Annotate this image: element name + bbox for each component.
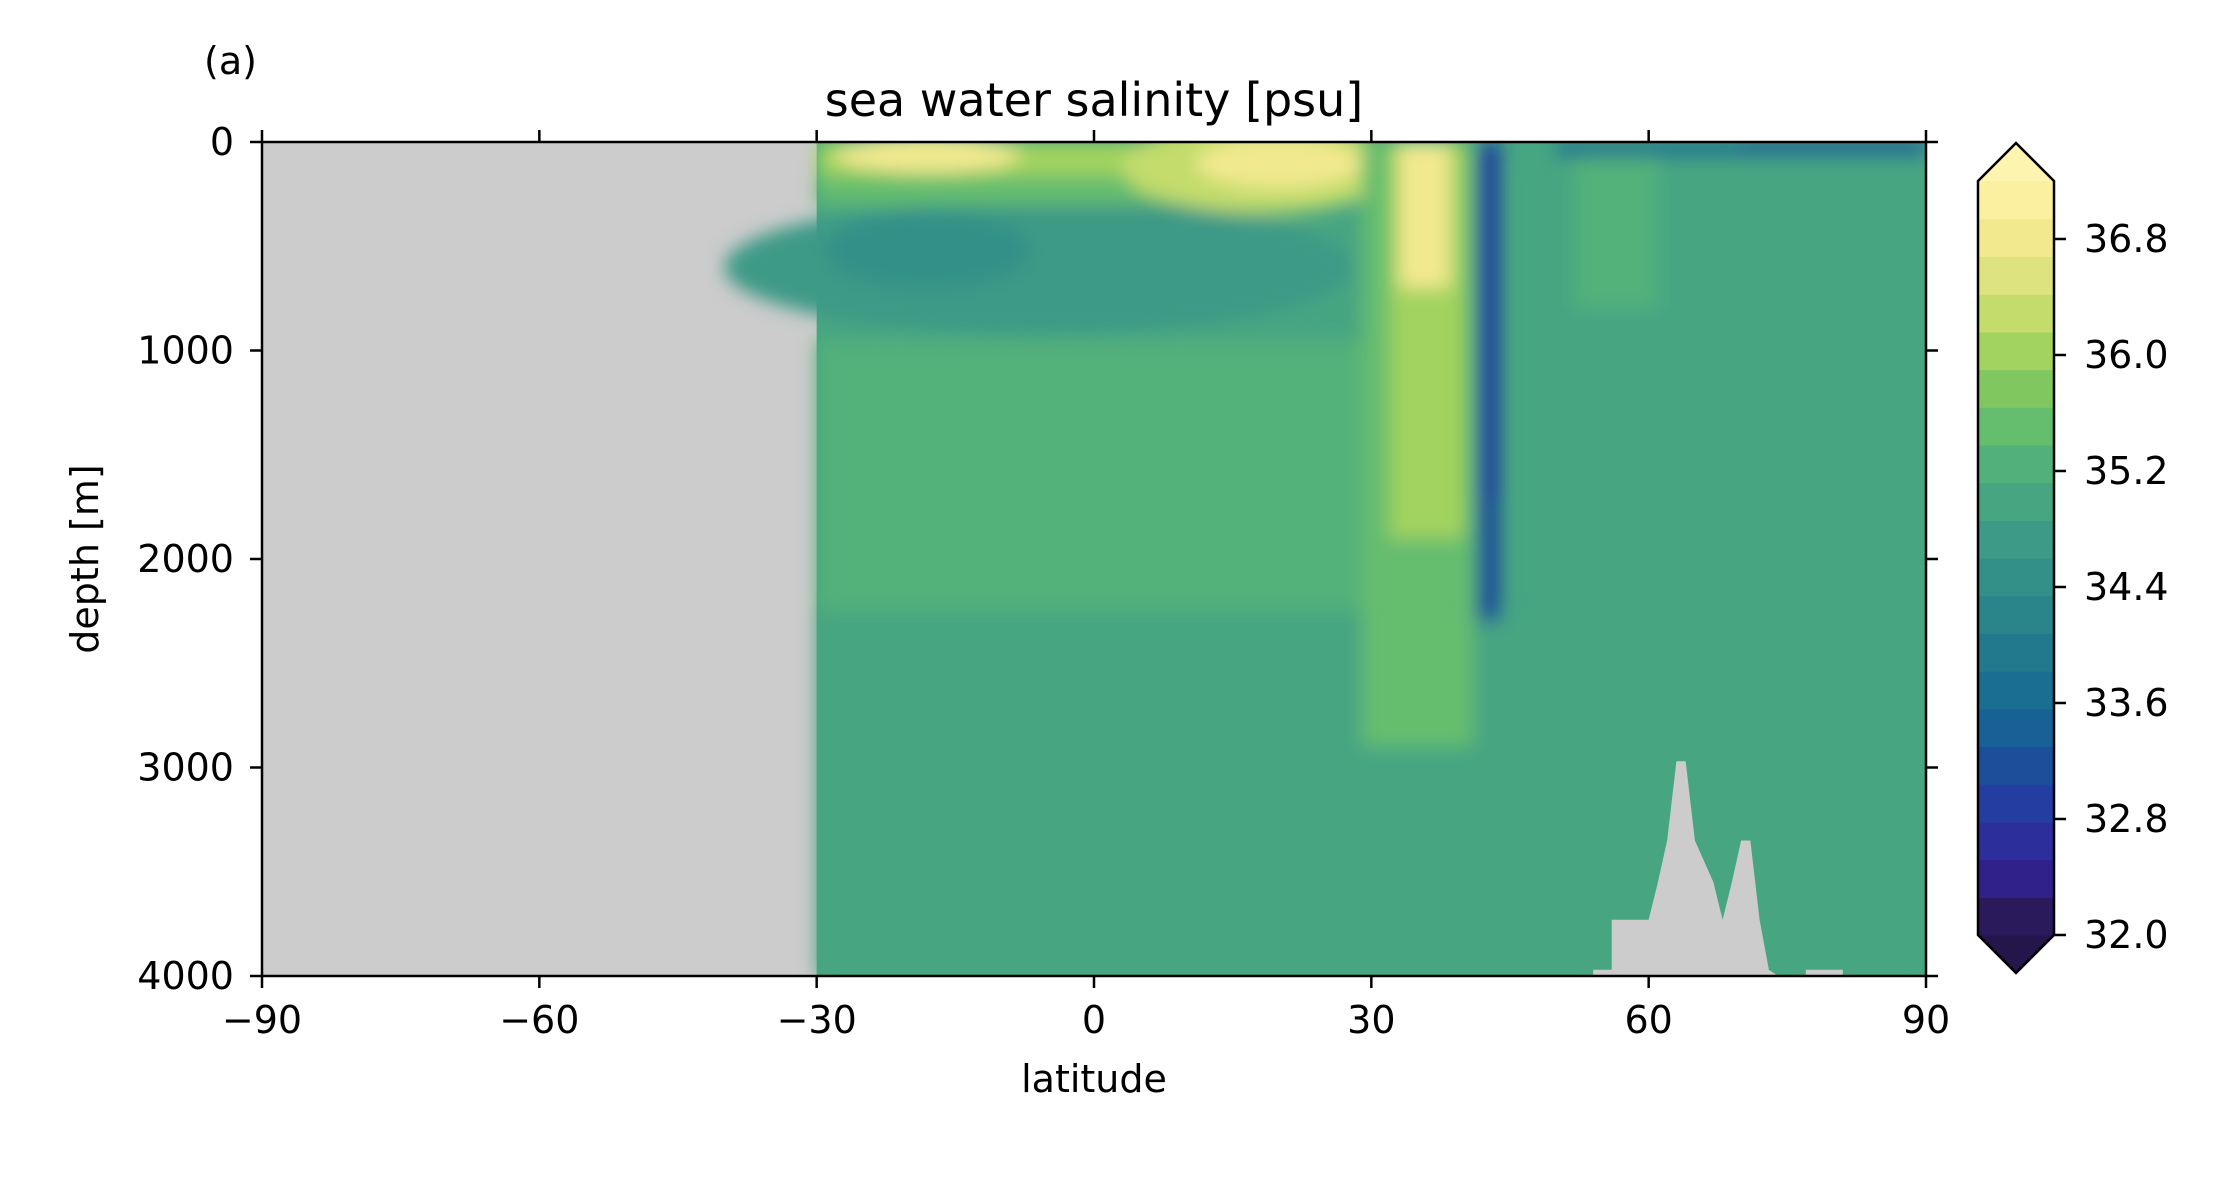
south-subtropical-max <box>835 142 1021 174</box>
colorbar-segment <box>1978 671 2054 710</box>
x-tick-label: 0 <box>1082 998 1106 1042</box>
colorbar-segment <box>1978 218 2054 257</box>
plot-area <box>262 142 1926 976</box>
y-axis: 0 1000 2000 3000 4000 <box>137 120 1938 998</box>
colorbar-segment <box>1978 784 2054 823</box>
colorbar-tick-label: 32.8 <box>2084 797 2169 841</box>
colorbar-segment <box>1978 407 2054 446</box>
colorbar-segment <box>1978 444 2054 484</box>
colorbar-tick-label: 36.8 <box>2084 217 2169 261</box>
colorbar-segment <box>1978 821 2054 861</box>
colorbar-segment <box>1978 708 2054 748</box>
y-tick-label: 3000 <box>137 746 234 790</box>
x-tick-label: −60 <box>499 998 579 1042</box>
x-axis-label: latitude <box>1021 1057 1167 1101</box>
y-tick-label: 4000 <box>137 954 234 998</box>
intermediate-water-band <box>816 340 1372 612</box>
colorbar-segment <box>1978 633 2054 672</box>
fresh-intermediate-pool <box>724 200 1353 334</box>
colorbar-segment <box>1978 859 2054 898</box>
subpolar-salty-patch <box>1574 152 1658 309</box>
bottom-topography <box>1593 761 1843 976</box>
colorbar-tick-label: 34.4 <box>2084 565 2169 609</box>
colorbar-tick-label: 35.2 <box>2084 449 2169 493</box>
x-axis: −90 −60 −30 0 30 60 90 <box>222 130 1950 1042</box>
colorbar-segment <box>1978 558 2054 597</box>
fresh-water-core <box>1482 142 1497 497</box>
x-tick-label: −30 <box>777 998 857 1042</box>
x-tick-label: −90 <box>222 998 302 1042</box>
colorbar-tick-label: 33.6 <box>2084 681 2169 725</box>
colorbar-extend-top <box>1978 143 2054 181</box>
land-mask <box>262 142 817 976</box>
colorbar-tick-label: 32.0 <box>2084 913 2169 957</box>
colorbar-segment <box>1978 331 2054 371</box>
mediterranean-surface-max <box>1399 142 1450 288</box>
colorbar-segment <box>1978 369 2054 408</box>
north-subtropical-core <box>1195 142 1363 188</box>
y-tick-label: 2000 <box>137 537 234 581</box>
y-tick-label: 1000 <box>137 329 234 373</box>
colorbar-segment <box>1978 294 2054 333</box>
colorbar-tick-label: 36.0 <box>2084 333 2169 377</box>
colorbar-segment <box>1978 256 2054 295</box>
colorbar-segment <box>1978 181 2054 220</box>
salinity-field <box>724 142 1926 976</box>
x-tick-label: 90 <box>1902 998 1950 1042</box>
colorbar-extend-bottom <box>1978 935 2054 973</box>
arctic-fresh-core <box>1741 142 1926 149</box>
chart-title: sea water salinity [psu] <box>825 73 1364 127</box>
x-tick-label: 30 <box>1347 998 1395 1042</box>
x-tick-label: 60 <box>1624 998 1672 1042</box>
colorbar-segment <box>1978 746 2054 785</box>
panel-label: (a) <box>204 39 257 83</box>
colorbar-segment <box>1978 520 2054 559</box>
colorbar-segment <box>1978 897 2054 936</box>
colorbar: 32.0 32.8 33.6 34.4 35.2 36.0 36.8 <box>1976 141 2169 975</box>
y-tick-label: 0 <box>210 120 234 164</box>
colorbar-segment <box>1978 482 2054 521</box>
colorbar-segment <box>1978 595 2054 634</box>
fresh-intermediate-core <box>825 212 1030 288</box>
y-axis-label: depth [m] <box>63 464 107 653</box>
